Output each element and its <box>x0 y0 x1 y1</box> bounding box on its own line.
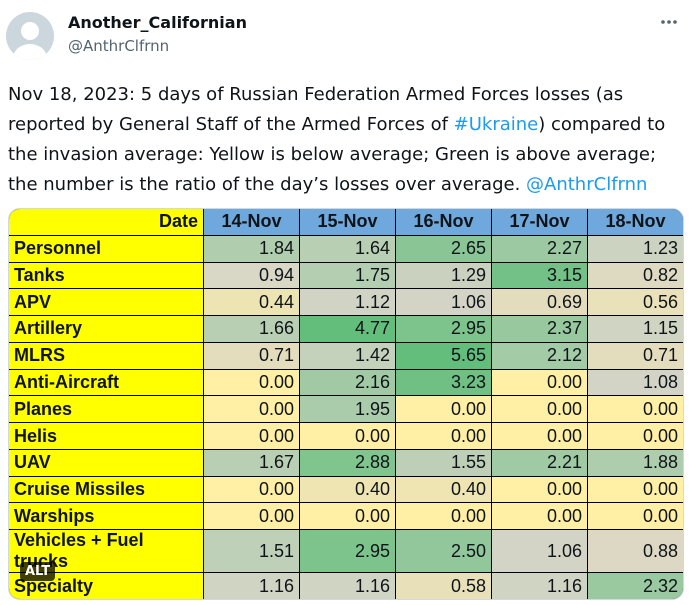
table-cell: 0.71 <box>204 342 299 369</box>
row-label: Warships <box>9 503 203 530</box>
column-header: 16-Nov <box>396 209 491 235</box>
table-cell: 0.00 <box>300 423 395 449</box>
row-label: Vehicles + Fuel trucks <box>9 530 203 573</box>
table-cell: 1.95 <box>300 396 395 423</box>
table-cell: 0.88 <box>588 530 683 573</box>
row-label: MLRS <box>9 342 203 369</box>
table-cell: 0.00 <box>396 396 491 423</box>
table-cell: 0.00 <box>492 423 587 449</box>
table-cell: 0.00 <box>300 503 395 530</box>
table-cell: 0.00 <box>204 369 299 396</box>
table-cell: 1.16 <box>492 573 587 599</box>
column-header: Date <box>9 209 203 235</box>
table-cell: 1.66 <box>204 316 299 342</box>
table-cell: 0.69 <box>492 289 587 316</box>
column-header: 18-Nov <box>588 209 683 235</box>
table-cell: 1.84 <box>204 235 299 262</box>
row-label: APV <box>9 289 203 316</box>
table-cell: 3.15 <box>492 262 587 289</box>
table-cell: 0.00 <box>396 503 491 530</box>
table-cell: 1.15 <box>588 316 683 342</box>
alt-badge[interactable]: ALT <box>20 562 56 581</box>
table-cell: 0.00 <box>588 396 683 423</box>
hashtag[interactable]: #Ukraine <box>453 114 539 135</box>
table-cell: 0.71 <box>588 342 683 369</box>
table-cell: 0.00 <box>588 476 683 503</box>
table-cell: 0.58 <box>396 573 491 599</box>
table-cell: 0.94 <box>204 262 299 289</box>
table-cell: 2.95 <box>396 316 491 342</box>
table-cell: 2.37 <box>492 316 587 342</box>
table-cell: 0.00 <box>204 476 299 503</box>
row-label: UAV <box>9 449 203 476</box>
table-cell: 1.55 <box>396 449 491 476</box>
table-cell: 0.44 <box>204 289 299 316</box>
table-cell: 1.06 <box>396 289 491 316</box>
table-cell: 1.08 <box>588 369 683 396</box>
row-label: Anti-Aircraft <box>9 369 203 396</box>
table-cell: 1.64 <box>300 235 395 262</box>
table-cell: 1.29 <box>396 262 491 289</box>
table-cell: 2.12 <box>492 342 587 369</box>
table-cell: 5.65 <box>396 342 491 369</box>
table-cell: 2.50 <box>396 530 491 573</box>
table-cell: 0.00 <box>492 396 587 423</box>
table-cell: 4.77 <box>300 316 395 342</box>
row-label: Cruise Missiles <box>9 476 203 503</box>
table-cell: 0.00 <box>492 503 587 530</box>
row-label: Artillery <box>9 316 203 342</box>
table-cell: 3.23 <box>396 369 491 396</box>
table-cell: 1.16 <box>204 573 299 599</box>
row-label: Personnel <box>9 235 203 262</box>
table-cell: 2.21 <box>492 449 587 476</box>
table-cell: 1.88 <box>588 449 683 476</box>
text: ) compared to the invasion average: Yell… <box>8 114 666 195</box>
row-label: Tanks <box>9 262 203 289</box>
table-cell: 2.88 <box>300 449 395 476</box>
avatar-icon <box>13 22 47 60</box>
column-header: 14-Nov <box>204 209 299 235</box>
table-cell: 0.00 <box>204 503 299 530</box>
table-cell: 1.12 <box>300 289 395 316</box>
table-cell: 1.75 <box>300 262 395 289</box>
table-cell: 0.00 <box>204 423 299 449</box>
table-cell: 2.95 <box>300 530 395 573</box>
table-cell: 0.56 <box>588 289 683 316</box>
author-handle[interactable]: @AnthrClfrnn <box>68 37 170 55</box>
more-menu[interactable] <box>659 12 679 32</box>
table-cell: 2.27 <box>492 235 587 262</box>
table-cell: 0.00 <box>492 369 587 396</box>
tweet-text: Nov 18, 2023: 5 days of Russian Federati… <box>8 80 688 200</box>
table-cell: 1.06 <box>492 530 587 573</box>
table-cell: 1.51 <box>204 530 299 573</box>
avatar[interactable] <box>6 12 54 60</box>
row-label: Planes <box>9 396 203 423</box>
table-cell: 2.65 <box>396 235 491 262</box>
column-header: 15-Nov <box>300 209 395 235</box>
text: Nov 18, 2023: 5 days of Russian Federati… <box>8 84 624 135</box>
table-cell: 2.16 <box>300 369 395 396</box>
table-cell: 2.32 <box>588 573 683 599</box>
table-cell: 0.40 <box>300 476 395 503</box>
table-cell: 0.00 <box>588 503 683 530</box>
mention[interactable]: @AnthrClfrnn <box>526 174 648 195</box>
table-cell: 1.67 <box>204 449 299 476</box>
table-cell: 0.00 <box>492 476 587 503</box>
author-name[interactable]: Another_Californian <box>68 13 247 32</box>
table-image[interactable]: Date 14-Nov 15-Nov 16-Nov 17-Nov 18-Nov Person… <box>8 208 684 600</box>
row-label: Helis <box>9 423 203 449</box>
table-cell: 0.00 <box>588 423 683 449</box>
column-header: 17-Nov <box>492 209 587 235</box>
table-cell: 1.42 <box>300 342 395 369</box>
table-cell: 0.82 <box>588 262 683 289</box>
table-cell: 1.23 <box>588 235 683 262</box>
table-cell: 0.00 <box>396 423 491 449</box>
table-cell: 0.40 <box>396 476 491 503</box>
table-cell: 1.16 <box>300 573 395 599</box>
table-cell: 0.00 <box>204 396 299 423</box>
